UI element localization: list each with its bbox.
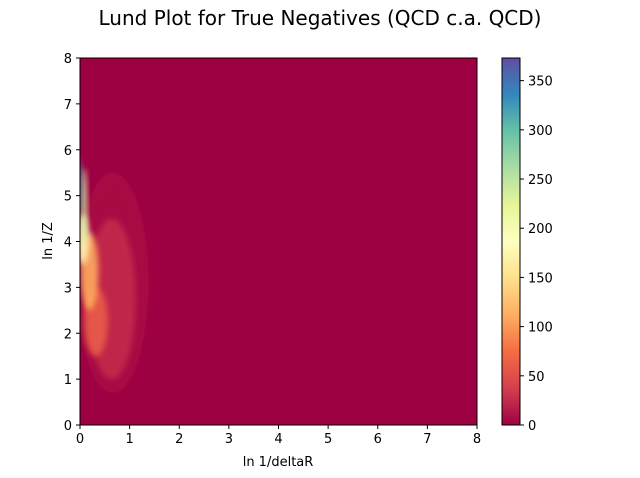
y-tick-label: 1: [64, 373, 72, 388]
colorbar-tick-label: 300: [528, 124, 553, 139]
y-axis-label: ln 1/Z: [41, 222, 56, 260]
y-tick-label: 2: [64, 327, 72, 342]
y-axis-ticks: 0 1 2 3 4 5 6 7 8: [64, 52, 80, 434]
y-tick-label: 4: [64, 236, 72, 251]
colorbar-tick-label: 200: [528, 222, 553, 237]
x-axis-label: ln 1/deltaR: [243, 455, 314, 470]
colorbar-tick-label: 100: [528, 321, 553, 336]
y-tick-label: 5: [64, 190, 72, 205]
density-region: [80, 168, 87, 242]
y-tick-label: 8: [64, 52, 72, 67]
x-tick-label: 0: [76, 432, 84, 447]
density-region: [80, 158, 83, 214]
plot-area: [80, 58, 477, 425]
y-tick-label: 6: [64, 144, 72, 159]
heat-layer: [80, 158, 149, 393]
x-tick-label: 3: [225, 432, 233, 447]
colorbar: [501, 57, 521, 426]
x-tick-label: 5: [324, 432, 332, 447]
colorbar-tick-label: 50: [528, 370, 545, 385]
colorbar-tick-label: 150: [528, 271, 553, 286]
colorbar-ticks: 0 50 100 150 200 250 300 350: [520, 75, 553, 434]
colorbar-tick-label: 0: [528, 419, 536, 434]
x-tick-label: 7: [423, 432, 431, 447]
y-tick-label: 7: [64, 98, 72, 113]
y-tick-label: 0: [64, 419, 72, 434]
x-tick-label: 4: [274, 432, 282, 447]
x-tick-label: 8: [473, 432, 481, 447]
chart-title: Lund Plot for True Negatives (QCD c.a. Q…: [98, 6, 542, 30]
colorbar-tick-label: 350: [528, 75, 553, 90]
y-tick-label: 3: [64, 281, 72, 296]
x-tick-label: 2: [175, 432, 183, 447]
x-tick-label: 6: [374, 432, 382, 447]
x-tick-label: 1: [125, 432, 133, 447]
x-axis-ticks: 0 1 2 3 4 5 6 7 8: [76, 425, 481, 447]
colorbar-tick-label: 250: [528, 173, 553, 188]
